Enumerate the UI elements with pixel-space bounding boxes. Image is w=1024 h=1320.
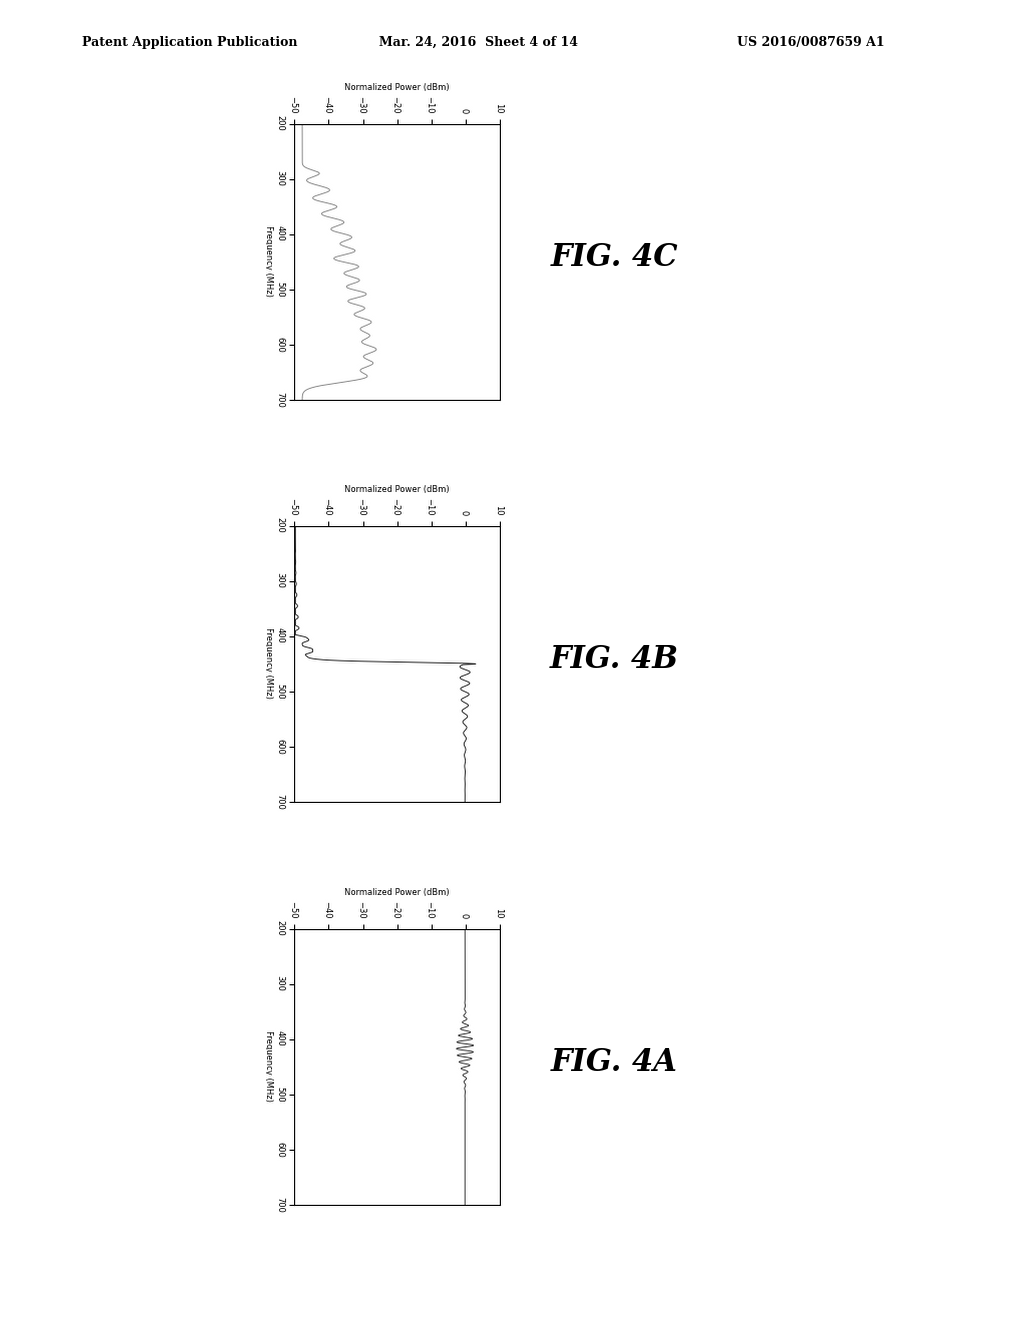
Text: FIG. 4A: FIG. 4A [551,1047,678,1078]
Text: US 2016/0087659 A1: US 2016/0087659 A1 [737,36,885,49]
Text: Patent Application Publication: Patent Application Publication [82,36,297,49]
Text: FIG. 4C: FIG. 4C [551,242,678,273]
Text: Mar. 24, 2016  Sheet 4 of 14: Mar. 24, 2016 Sheet 4 of 14 [379,36,578,49]
Text: FIG. 4B: FIG. 4B [550,644,679,676]
